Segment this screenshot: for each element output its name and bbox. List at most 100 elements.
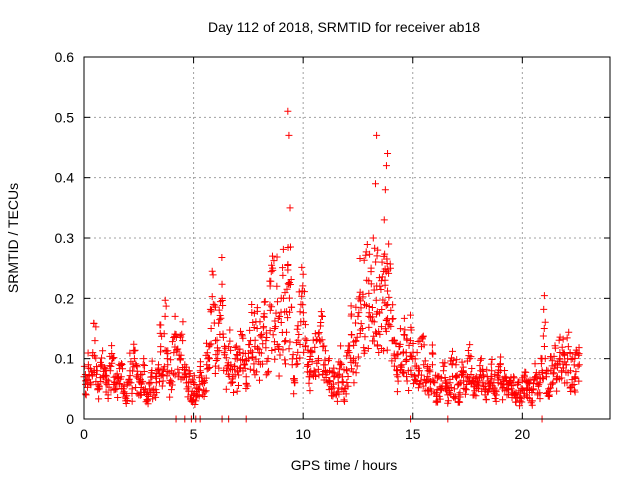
data-point	[365, 289, 373, 297]
data-point	[177, 351, 185, 359]
data-point	[157, 321, 165, 329]
data-point	[262, 337, 270, 345]
data-point	[463, 357, 471, 365]
data-point	[248, 300, 256, 308]
data-point	[273, 340, 281, 348]
data-point	[575, 351, 583, 359]
data-point	[167, 386, 175, 394]
data-point	[456, 389, 464, 397]
data-point	[81, 370, 89, 378]
chart-title: Day 112 of 2018, SRMTID for receiver ab1…	[208, 19, 480, 35]
data-point	[355, 309, 363, 317]
data-point	[344, 382, 352, 390]
data-point	[482, 396, 490, 404]
data-point	[449, 356, 457, 364]
data-point	[296, 308, 304, 316]
data-point	[367, 280, 375, 288]
data-point	[136, 391, 144, 399]
data-point	[262, 344, 270, 352]
data-point	[133, 390, 141, 397]
data-point	[296, 354, 304, 362]
data-point	[194, 391, 202, 399]
y-tick-labels: 0 0.1 0.2 0.3 0.4 0.5 0.6	[55, 49, 75, 427]
data-point	[384, 287, 392, 295]
data-point	[255, 345, 263, 353]
data-point	[152, 393, 160, 401]
data-point	[361, 333, 369, 341]
data-point	[155, 378, 163, 386]
data-point	[455, 380, 463, 388]
data-point	[130, 355, 138, 363]
data-point	[308, 358, 316, 366]
data-point	[349, 368, 357, 376]
data-point	[221, 342, 229, 350]
data-point	[211, 301, 219, 309]
data-point	[294, 322, 302, 330]
data-point	[475, 381, 483, 389]
x-tick-label: 20	[515, 426, 531, 442]
data-point	[119, 365, 127, 373]
data-point	[216, 312, 224, 320]
data-point	[365, 309, 373, 317]
data-point	[257, 349, 265, 357]
data-point	[296, 341, 304, 349]
data-point	[204, 364, 212, 372]
data-point	[421, 357, 429, 365]
data-point	[380, 347, 388, 355]
data-point	[269, 266, 277, 274]
data-point	[158, 370, 166, 378]
x-tick-labels: 0 5 10 15 20	[80, 426, 530, 442]
data-point	[443, 379, 451, 387]
data-point	[322, 371, 330, 379]
data-point	[329, 380, 337, 388]
data-point	[385, 240, 393, 248]
data-point	[400, 331, 408, 339]
grid-lines	[84, 57, 610, 419]
data-point	[202, 387, 210, 395]
data-point	[527, 399, 535, 407]
data-point	[330, 369, 338, 377]
data-point	[267, 268, 275, 276]
data-point	[286, 308, 294, 316]
data-point	[378, 305, 386, 313]
data-point	[448, 347, 456, 355]
data-point	[455, 398, 463, 406]
data-point	[528, 397, 536, 405]
data-point	[399, 349, 407, 357]
data-point	[294, 348, 302, 356]
data-point	[335, 384, 343, 392]
data-point	[215, 306, 223, 314]
data-point	[279, 264, 287, 272]
data-point	[553, 361, 561, 369]
data-point	[286, 280, 294, 288]
data-point	[203, 349, 211, 357]
data-point	[251, 371, 259, 379]
data-point	[326, 377, 334, 385]
data-point	[253, 368, 261, 376]
data-points	[80, 107, 583, 423]
data-point	[271, 345, 279, 353]
data-point	[99, 347, 107, 355]
data-point	[98, 354, 106, 362]
data-point	[393, 367, 401, 375]
data-point	[553, 387, 561, 395]
data-point	[541, 318, 549, 326]
data-point	[109, 354, 117, 362]
data-point	[559, 335, 567, 343]
data-point	[456, 398, 464, 406]
data-point	[360, 256, 368, 264]
data-point	[417, 377, 425, 385]
data-point	[382, 301, 390, 309]
data-point	[215, 347, 223, 355]
data-point	[254, 344, 262, 352]
data-point	[305, 360, 313, 368]
data-point	[452, 372, 460, 380]
data-point	[283, 285, 291, 293]
data-point	[362, 251, 370, 259]
data-point	[246, 365, 254, 373]
data-point	[166, 376, 174, 384]
data-point	[288, 355, 296, 363]
data-point	[87, 381, 95, 389]
data-point	[231, 344, 239, 352]
data-point	[165, 369, 173, 377]
